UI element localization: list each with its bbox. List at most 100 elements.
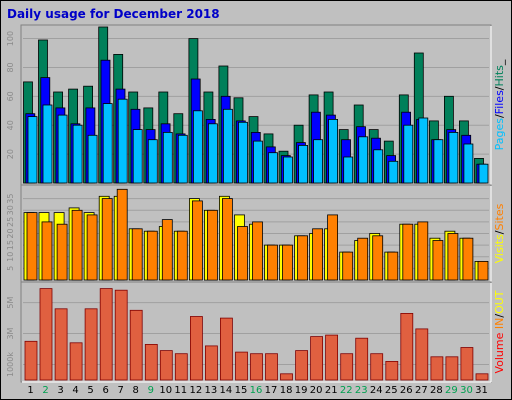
kbytes-kbytes-bar — [415, 328, 429, 381]
hits-files-pages-legend-part: _ — [493, 59, 506, 66]
kbytes-legend: Volume IN/OUT — [493, 290, 506, 373]
kbytes-kbytes-bar — [460, 347, 474, 381]
sites-visits-sites-bar — [131, 228, 143, 281]
hits-files-pages-pages-bar — [132, 129, 143, 184]
sites-visits-sites-bar — [221, 198, 233, 281]
hits-files-pages-tick-label: 40 — [6, 120, 15, 130]
hits-files-pages-pages-bar — [463, 143, 474, 184]
kbytes-kbytes-bar — [204, 345, 218, 381]
kbytes-kbytes-bar — [144, 343, 158, 381]
sites-visits-tick-label: 15 — [6, 240, 15, 250]
sites-visits-sites-bar — [267, 244, 278, 281]
sites-visits-sites-bar — [297, 235, 309, 281]
day-label: 23 — [355, 385, 368, 396]
kbytes-kbytes-bar — [54, 308, 68, 381]
sites-visits-sites-bar — [402, 223, 414, 281]
kbytes-kbytes-bar — [24, 340, 38, 381]
kbytes-kbytes-bar — [174, 353, 188, 381]
sites-visits-legend: Visits/Sites — [493, 203, 506, 263]
hits-files-pages-pages-bar — [87, 134, 98, 184]
hits-files-pages-pages-bar — [27, 116, 38, 184]
day-label: 5 — [87, 385, 93, 396]
kbytes-kbytes-bar — [355, 337, 369, 381]
sites-visits-sites-bar — [312, 228, 324, 281]
hits-files-pages-pages-bar — [72, 124, 83, 184]
hits-files-pages-pages-bar — [358, 136, 369, 184]
hits-files-pages-pages-bar — [57, 114, 68, 184]
kbytes-kbytes-bar — [219, 317, 233, 381]
kbytes-kbytes-bar — [235, 351, 248, 381]
sites-visits-tick-label: 35 — [6, 194, 15, 204]
hits-files-pages-pages-bar — [147, 139, 158, 184]
hits-files-pages-pages-bar — [253, 140, 263, 184]
sites-visits-sites-bar — [387, 251, 399, 281]
hits-files-pages-pages-bar — [403, 124, 414, 184]
day-label: 29 — [445, 385, 458, 396]
hits-files-pages-pages-bar — [268, 152, 278, 184]
sites-visits-sites-bar — [26, 212, 38, 281]
hits-files-pages-pages-bar — [433, 139, 444, 184]
hits-files-pages-pages-bar — [448, 131, 459, 184]
kbytes-kbytes-bar — [400, 312, 414, 381]
day-label: 15 — [235, 385, 248, 396]
sites-visits-sites-bar — [282, 244, 293, 281]
kbytes-kbytes-bar — [250, 353, 263, 381]
kbytes-tick-label: 3M — [6, 327, 15, 339]
hits-files-pages-legend-part: / — [493, 114, 506, 118]
sites-visits-sites-bar — [191, 200, 203, 281]
kbytes-kbytes-bar — [39, 288, 53, 381]
sites-visits-tick-label: 25 — [6, 217, 15, 227]
sites-visits-sites-bar — [101, 198, 113, 281]
day-label: 25 — [385, 385, 398, 396]
sites-visits-sites-bar — [237, 226, 248, 281]
sites-visits-sites-bar — [252, 221, 263, 281]
day-label: 3 — [57, 385, 63, 396]
kbytes-kbytes-bar — [129, 309, 143, 381]
day-label: 14 — [220, 385, 233, 396]
day-label: 19 — [295, 385, 308, 396]
hits-files-pages-pages-bar — [328, 119, 339, 184]
hits-files-pages-pages-bar — [388, 160, 399, 184]
kbytes-tick-label: 5M — [6, 296, 15, 308]
hits-files-pages-tick-label: 20 — [6, 149, 15, 159]
sites-visits-sites-bar — [327, 214, 339, 281]
day-label: 30 — [460, 385, 473, 396]
sites-visits-sites-bar — [206, 209, 218, 281]
hits-files-pages-pages-bar — [102, 103, 113, 184]
hits-files-pages-pages-bar — [298, 144, 309, 184]
hits-files-pages-tick-label: 60 — [6, 91, 15, 101]
kbytes-kbytes-bar — [445, 356, 459, 381]
day-label: 6 — [103, 385, 109, 396]
sites-visits-sites-bar — [432, 240, 444, 281]
kbytes-kbytes-bar — [69, 342, 83, 381]
hits-files-pages-legend: Pages/Files/Hits_ — [493, 59, 506, 150]
day-label: 20 — [310, 385, 323, 396]
hits-files-pages-pages-bar — [478, 163, 489, 184]
sites-visits-sites-bar — [447, 233, 459, 281]
kbytes-kbytes-bar — [99, 288, 113, 381]
hits-files-pages-pages-bar — [162, 131, 173, 184]
hits-files-pages-pages-bar — [313, 139, 324, 184]
day-label: 8 — [133, 385, 139, 396]
kbytes-kbytes-bar — [159, 350, 173, 381]
kbytes-legend-part: Volume — [493, 332, 506, 373]
sites-visits-legend-part: Sites — [493, 203, 506, 230]
kbytes-kbytes-bar — [280, 373, 293, 381]
kbytes-kbytes-bar — [430, 356, 444, 381]
kbytes-kbytes-bar — [295, 350, 309, 381]
chart-title: Daily usage for December 2018 — [7, 7, 220, 21]
hits-files-pages-tick-label: 100 — [6, 31, 15, 46]
sites-visits-sites-bar — [161, 219, 173, 281]
sites-visits-tick-label: 5 — [6, 266, 15, 271]
sites-visits-sites-bar — [86, 214, 98, 281]
hits-files-pages-legend-part: / — [493, 86, 506, 90]
hits-files-pages-tick-label: 80 — [6, 62, 15, 72]
hits-files-pages-legend-part: Files — [493, 90, 506, 114]
hits-files-pages-pages-bar — [343, 156, 354, 184]
hits-files-pages-pages-bar — [222, 108, 233, 184]
day-label: 31 — [475, 385, 488, 396]
sites-visits-sites-bar — [342, 251, 354, 281]
day-label: 7 — [118, 385, 124, 396]
kbytes-kbytes-bar — [265, 353, 278, 381]
